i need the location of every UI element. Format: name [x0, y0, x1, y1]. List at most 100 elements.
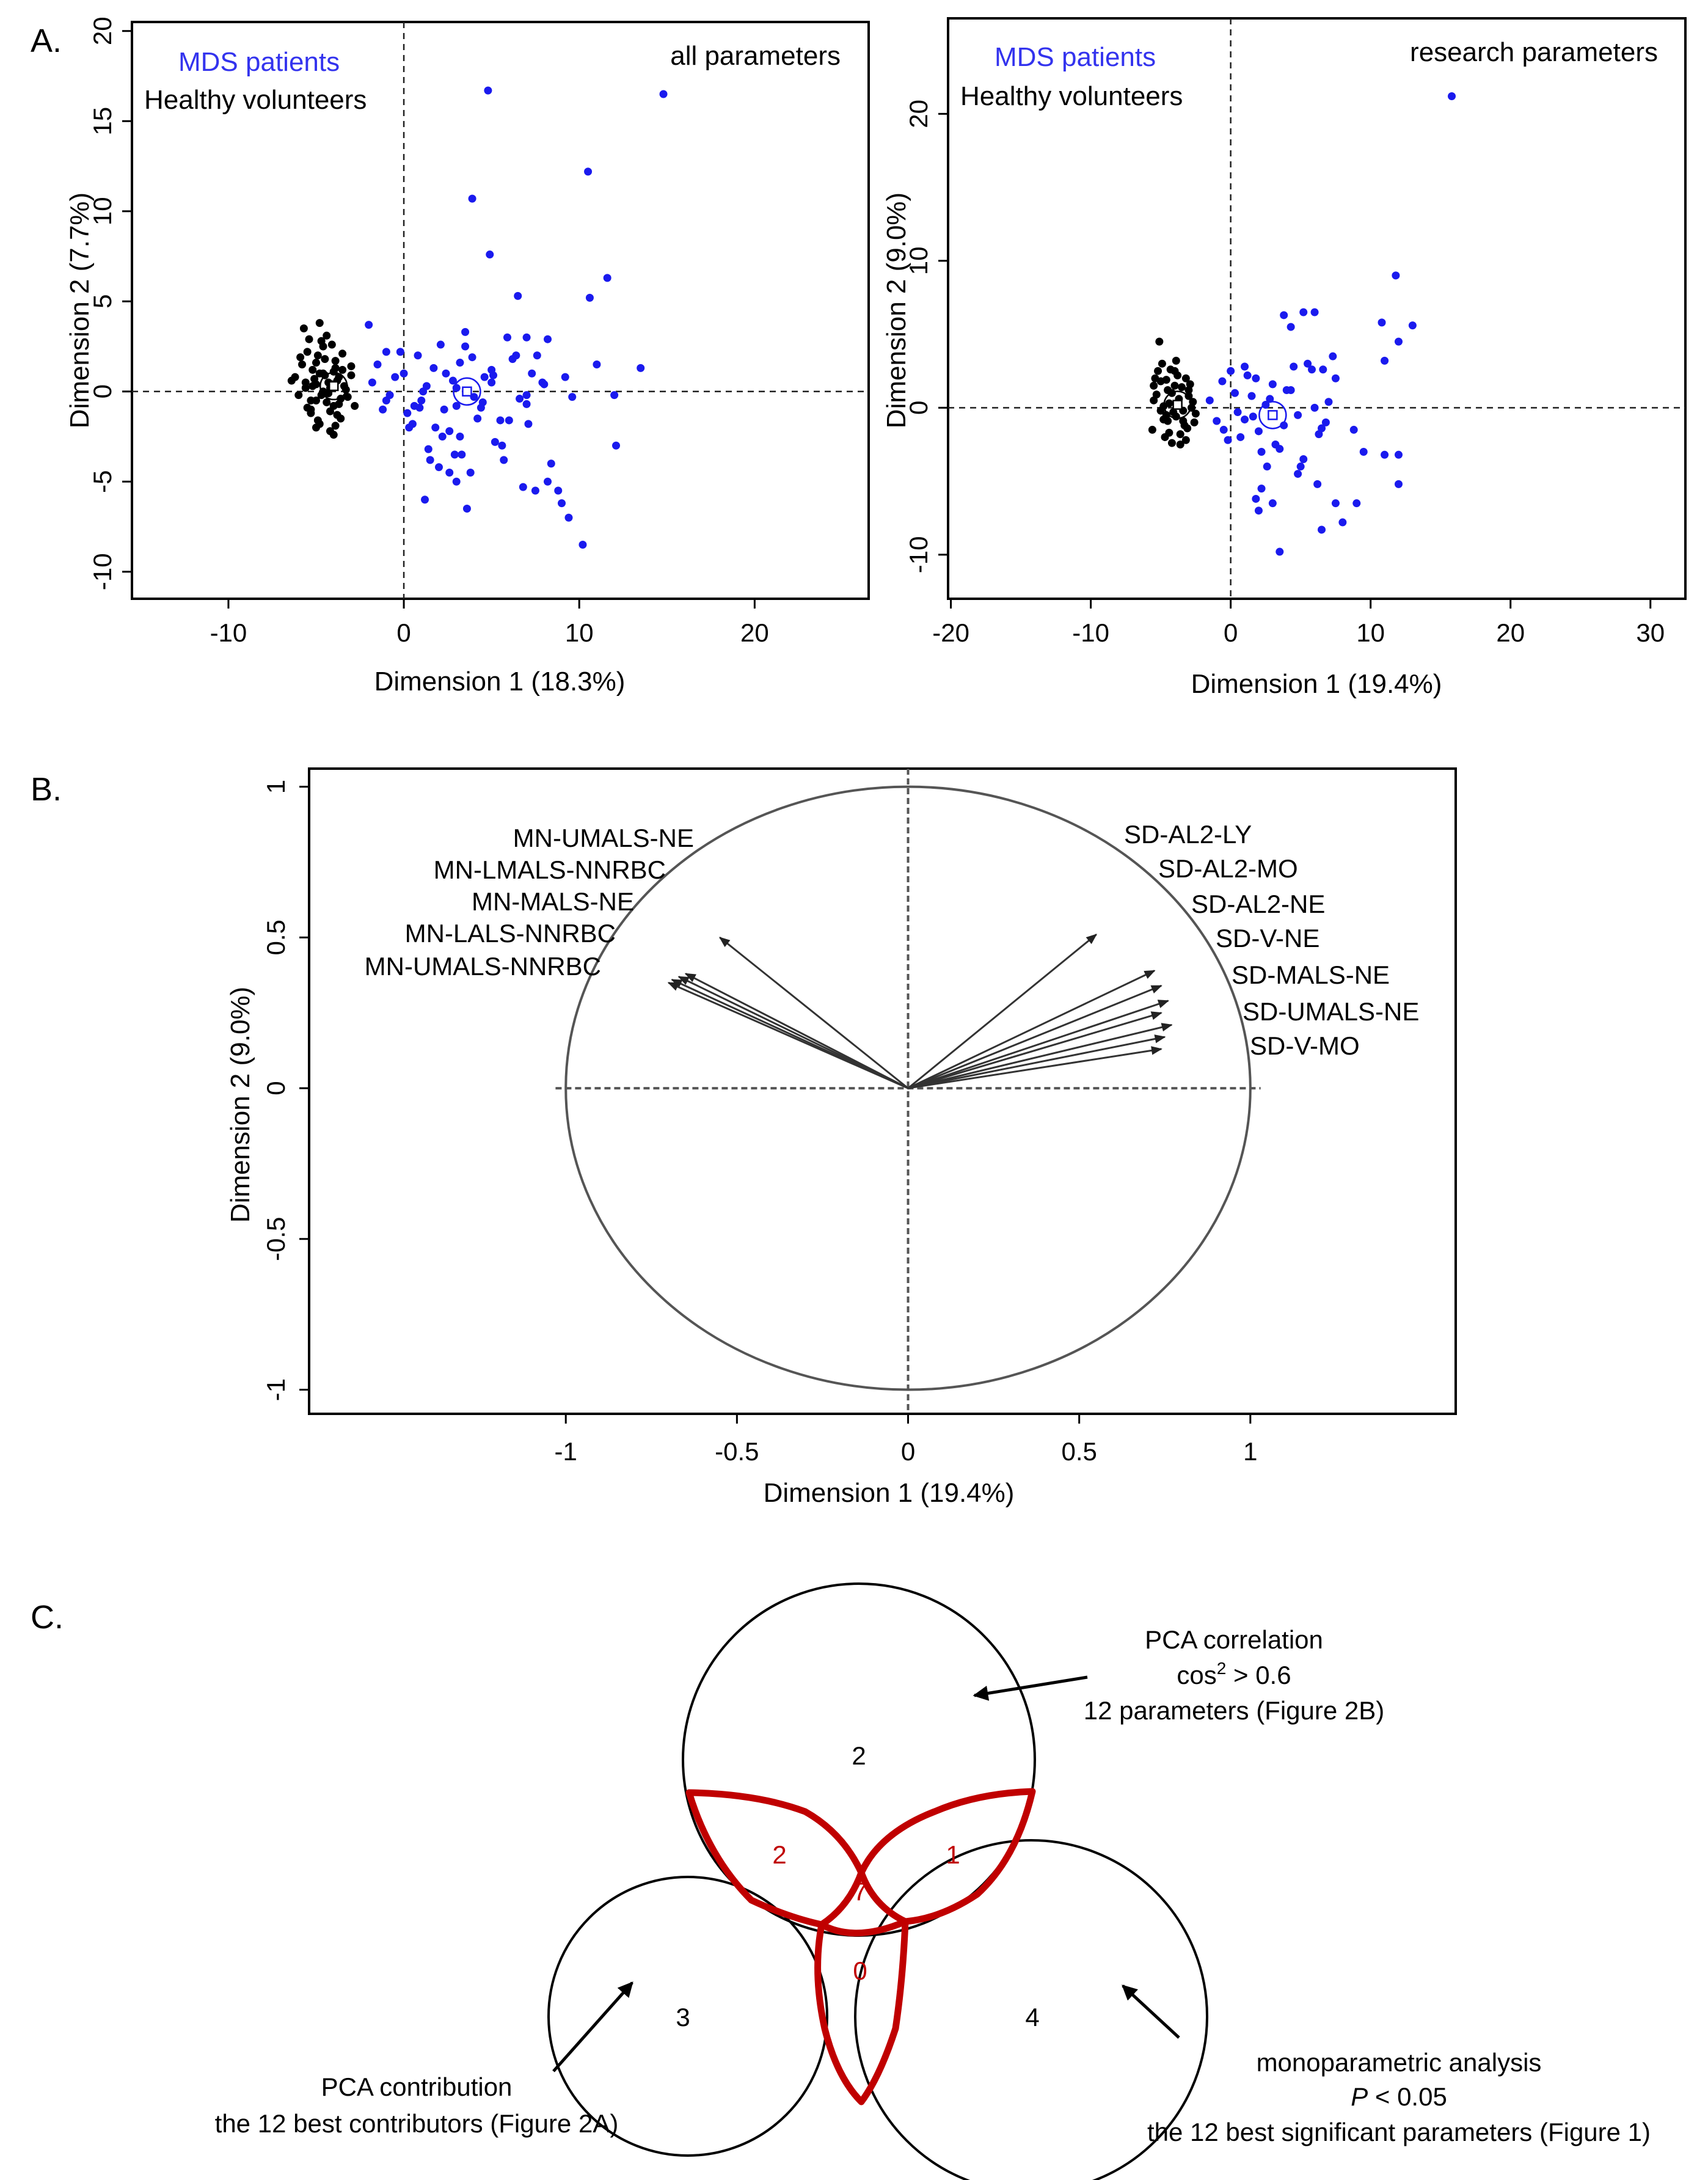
data-point [456, 433, 464, 441]
data-point [301, 384, 310, 392]
data-point [1224, 436, 1232, 444]
y-tick-label: 10 [88, 197, 117, 225]
data-point [305, 335, 313, 343]
vector-label: MN-UMALS-NE [513, 824, 694, 852]
data-point [503, 333, 511, 342]
annotation-pca-contribution: PCA contribution the 12 best contributor… [215, 2072, 619, 2138]
data-point [522, 400, 531, 408]
y-tick-label: 20 [904, 100, 933, 128]
series-mds-patients [1205, 92, 1456, 556]
data-point [1299, 455, 1308, 464]
x-tick-label: 0 [1224, 618, 1238, 647]
annotation-fragment: cos [1177, 1661, 1216, 1689]
data-point [1310, 403, 1319, 412]
data-point [461, 342, 470, 351]
data-point [468, 353, 476, 362]
data-point [410, 401, 418, 410]
data-point [313, 351, 322, 360]
y-tick-label: -10 [904, 536, 933, 573]
y-tick-label: 5 [88, 294, 117, 309]
data-point [1181, 374, 1190, 382]
data-point [1394, 480, 1403, 488]
data-point [403, 409, 412, 417]
data-point [1254, 507, 1263, 515]
data-point [323, 398, 331, 406]
x-tick-label: -20 [932, 618, 969, 647]
data-point [1286, 386, 1295, 394]
data-point [522, 391, 531, 400]
annotation-line: the 12 best contributors (Figure 2A) [215, 2109, 619, 2138]
data-point [1205, 396, 1214, 404]
data-point [450, 450, 459, 459]
data-point [473, 414, 482, 423]
data-point [1252, 374, 1260, 382]
data-point [1307, 365, 1316, 374]
data-point [1177, 383, 1186, 392]
data-point [1381, 450, 1389, 459]
vector-label: SD-AL2-LY [1124, 820, 1252, 849]
data-point [326, 407, 334, 415]
data-point [458, 450, 466, 459]
data-point [578, 541, 587, 549]
data-point [312, 359, 320, 367]
data-point [382, 348, 390, 356]
count-top-only: 2 [852, 1741, 866, 1770]
y-tick-label: 0 [904, 401, 933, 415]
data-point [584, 167, 593, 176]
scatter-panel-research-parameters: -20 -10 0 10 20 30 -10 0 10 20 MDS patients Heal… [881, 17, 1687, 699]
data-point [558, 499, 566, 508]
data-point [1152, 390, 1161, 399]
data-point [452, 401, 461, 410]
variable-labels: MN-UMALS-NE MN-LMALS-NNRBC MN-MALS-NE MN… [365, 820, 1420, 1060]
data-point [1299, 308, 1308, 316]
centroid-ring [453, 377, 481, 406]
data-point [1392, 271, 1400, 280]
data-point [1162, 376, 1170, 384]
data-point [329, 367, 338, 376]
data-point [343, 393, 352, 401]
data-point [1352, 499, 1361, 508]
data-point [1254, 427, 1263, 436]
data-point [1155, 337, 1164, 346]
data-point [540, 380, 549, 389]
legend-healthy-volunteers: Healthy volunteers [144, 85, 367, 115]
data-point [445, 469, 454, 477]
venn-diagram-panel: C. 2 3 4 2 1 7 0 PCA correlation cos2 > … [31, 1582, 1651, 2180]
data-point [1181, 436, 1190, 444]
panel-label-a: A. [31, 23, 62, 59]
data-point [1310, 308, 1319, 316]
data-point [419, 387, 428, 396]
arrow-to-right-circle [1122, 1984, 1180, 2039]
data-point [400, 369, 408, 378]
data-point [1394, 337, 1403, 346]
x-tick-label: 10 [565, 618, 594, 647]
data-point [303, 348, 312, 356]
y-tick-label: -1 [261, 1378, 290, 1401]
data-point [312, 380, 320, 389]
variable-vector [908, 1046, 1162, 1089]
data-point [1252, 494, 1260, 503]
annotation-fragment: < 0.05 [1368, 2082, 1447, 2111]
data-point [1241, 415, 1249, 424]
data-point [452, 477, 461, 486]
count-top-right: 1 [946, 1840, 960, 1869]
variable-vector [907, 970, 1156, 1089]
data-point [487, 365, 496, 374]
annotation-line: PCA contribution [321, 2072, 513, 2101]
data-point [1268, 380, 1277, 389]
data-point [1276, 547, 1284, 556]
y-axis: -10 -5 0 5 10 15 20 [88, 16, 132, 590]
data-point [1150, 396, 1158, 404]
data-point [1257, 485, 1266, 493]
data-point [298, 360, 307, 368]
centroid-marker [1268, 410, 1278, 420]
count-top-left: 2 [772, 1840, 786, 1869]
vector-label: SD-AL2-MO [1158, 854, 1298, 883]
data-point [313, 416, 322, 425]
zero-guides [132, 22, 869, 599]
data-point [522, 333, 531, 342]
vector-label: MN-LMALS-NNRBC [434, 855, 666, 884]
data-point [1218, 377, 1227, 386]
data-point [1338, 518, 1347, 527]
annotation-line: the 12 best significant parameters (Figu… [1147, 2118, 1651, 2146]
